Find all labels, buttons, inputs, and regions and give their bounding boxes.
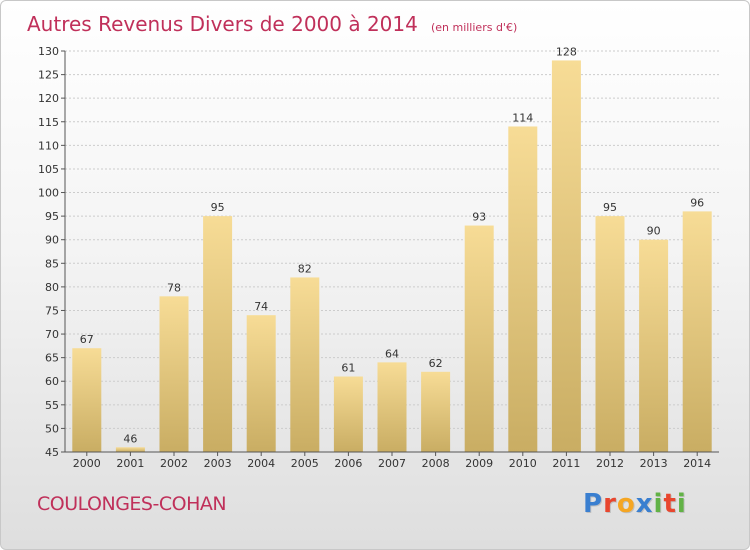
y-tick-label: 110 (38, 139, 59, 152)
value-label-2013: 90 (647, 225, 661, 238)
value-label-2010: 114 (512, 111, 533, 124)
x-tick-label-2010: 2010 (509, 457, 537, 470)
bar-2014 (682, 211, 712, 452)
y-tick-label: 90 (45, 234, 59, 247)
y-tick-label: 120 (38, 92, 59, 105)
logo-letter: x (635, 489, 654, 519)
value-label-2006: 61 (341, 362, 355, 375)
y-tick-label: 75 (45, 304, 59, 317)
value-label-2001: 46 (123, 432, 137, 445)
bars (72, 60, 712, 452)
value-label-2012: 95 (603, 201, 617, 214)
x-tick-label-2002: 2002 (160, 457, 188, 470)
logo-letter: t (663, 489, 677, 519)
value-label-2004: 74 (254, 300, 268, 313)
x-tick-label-2013: 2013 (640, 457, 668, 470)
bar-2005 (290, 277, 320, 452)
y-tick-label: 95 (45, 210, 59, 223)
chart-subtitle: (en milliers d'€) (431, 21, 517, 34)
bar-2004 (246, 315, 276, 452)
logo-letter: P (583, 489, 604, 519)
bar-2006 (333, 376, 363, 452)
y-tick-label: 80 (45, 281, 59, 294)
y-tick-label: 55 (45, 399, 59, 412)
value-label-2005: 82 (298, 262, 312, 275)
y-tick-label: 70 (45, 328, 59, 341)
bar-2013 (639, 239, 669, 452)
y-tick-label: 115 (38, 116, 59, 129)
chart-title: Autres Revenus Divers de 2000 à 2014 (en… (27, 12, 517, 36)
bar-2008 (421, 371, 451, 452)
value-label-2008: 62 (429, 357, 443, 370)
value-label-2002: 78 (167, 281, 181, 294)
logo-letter: i (676, 489, 687, 519)
y-axis-ticks: 45 50 55 60 65 70 75 80 85 90 95 100 105 110 115 120 125… (38, 45, 65, 459)
value-label-2000: 67 (80, 333, 94, 346)
value-label-2009: 93 (472, 211, 486, 224)
y-tick-label: 100 (38, 187, 59, 200)
y-tick-label: 125 (38, 69, 59, 82)
logo-letter: r (603, 489, 617, 519)
value-label-2003: 95 (211, 201, 225, 214)
proxiti-logo: Proxiti (583, 489, 687, 519)
bar-2010 (508, 126, 538, 452)
x-tick-label-2012: 2012 (596, 457, 624, 470)
value-label-2007: 64 (385, 347, 399, 360)
bar-2011 (551, 60, 581, 452)
chart-title-text: Autres Revenus Divers de 2000 à 2014 (27, 12, 418, 36)
value-label-2014: 96 (690, 196, 704, 209)
y-tick-label: 130 (38, 45, 59, 58)
logo-letter: i (653, 489, 664, 519)
y-tick-label: 85 (45, 257, 59, 270)
bar-2001 (115, 447, 145, 452)
bar-2000 (72, 348, 102, 452)
bar-2012 (595, 216, 625, 452)
y-tick-label: 60 (45, 375, 59, 388)
x-tick-label-2011: 2011 (552, 457, 580, 470)
x-tick-label-2005: 2005 (291, 457, 319, 470)
x-tick-label-2004: 2004 (247, 457, 275, 470)
y-tick-label: 50 (45, 422, 59, 435)
x-tick-label-2008: 2008 (422, 457, 450, 470)
x-tick-label-2001: 2001 (116, 457, 144, 470)
bar-2007 (377, 362, 407, 452)
value-label-2011: 128 (556, 45, 577, 58)
x-tick-label-2000: 2000 (73, 457, 101, 470)
x-tick-label-2014: 2014 (683, 457, 711, 470)
commune-name: COULONGES-COHAN (37, 493, 227, 515)
x-tick-label-2006: 2006 (334, 457, 362, 470)
y-tick-label: 105 (38, 163, 59, 176)
x-tick-label-2007: 2007 (378, 457, 406, 470)
x-tick-label-2003: 2003 (204, 457, 232, 470)
x-tick-label-2009: 2009 (465, 457, 493, 470)
x-axis-ticks: 2000 2001 2002 2003 2004 2005 2006 2007 2008 2009… (73, 452, 711, 470)
y-tick-label: 65 (45, 352, 59, 365)
bar-2009 (464, 225, 494, 452)
y-tick-label: 45 (45, 446, 59, 459)
value-labels: 67 46 78 95 74 82 61 64 62 93 114 128 95 90 96 (80, 45, 704, 445)
logo-letter: o (616, 489, 636, 519)
bar-2003 (203, 216, 233, 452)
bar-2002 (159, 296, 189, 452)
